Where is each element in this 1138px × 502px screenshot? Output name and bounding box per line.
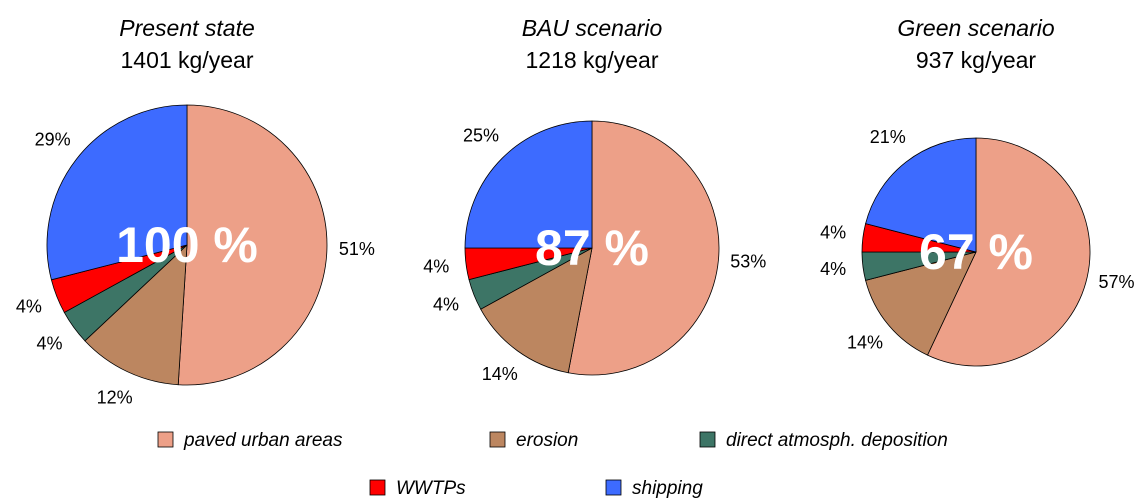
- slice-label: 25%: [463, 126, 499, 146]
- pie-subtitle: 1401 kg/year: [121, 47, 254, 73]
- slice-label: 4%: [433, 295, 459, 315]
- slice-label: 4%: [16, 296, 42, 316]
- legend-label: paved urban areas: [183, 430, 343, 451]
- legend-label: erosion: [516, 430, 578, 451]
- center-label: 100 %: [116, 217, 258, 273]
- legend-label: WWTPs: [396, 478, 466, 499]
- pie-title: Green scenario: [897, 15, 1054, 41]
- pie-subtitle: 937 kg/year: [916, 47, 1037, 73]
- slice-label: 51%: [339, 239, 375, 259]
- pie-slice: [46, 104, 188, 281]
- legend-swatch: [605, 479, 622, 496]
- slice-label: 4%: [423, 256, 449, 276]
- slice-label: 29%: [35, 130, 71, 150]
- pie-slice: [567, 120, 720, 376]
- pie-subtitle: 1218 kg/year: [526, 47, 659, 73]
- legend-label: direct atmosph. deposition: [726, 430, 948, 451]
- slice-label: 4%: [820, 223, 846, 243]
- pie-title: BAU scenario: [522, 15, 663, 41]
- legend-swatch: [157, 431, 174, 448]
- pie-slice: [926, 137, 1091, 367]
- slice-label: 4%: [820, 259, 846, 279]
- legend-swatch: [699, 431, 716, 448]
- pie-slice: [84, 244, 188, 386]
- pie-slice: [177, 104, 328, 386]
- slice-label: 14%: [847, 333, 883, 353]
- slice-label: 53%: [730, 252, 766, 272]
- legend-swatch: [369, 479, 386, 496]
- pie-slice: [865, 137, 977, 253]
- legend-label: shipping: [632, 478, 703, 499]
- pie-slice: [464, 120, 593, 249]
- slice-label: 57%: [1099, 272, 1135, 292]
- pie-slice: [865, 251, 977, 356]
- slice-label: 4%: [36, 334, 62, 354]
- center-label: 87 %: [535, 220, 649, 276]
- slice-label: 21%: [870, 127, 906, 147]
- legend-swatch: [489, 431, 506, 448]
- pie-title: Present state: [119, 15, 255, 41]
- center-label: 67 %: [919, 224, 1033, 280]
- slice-label: 12%: [97, 388, 133, 408]
- pie-slice: [480, 247, 593, 374]
- slice-label: 14%: [482, 364, 518, 384]
